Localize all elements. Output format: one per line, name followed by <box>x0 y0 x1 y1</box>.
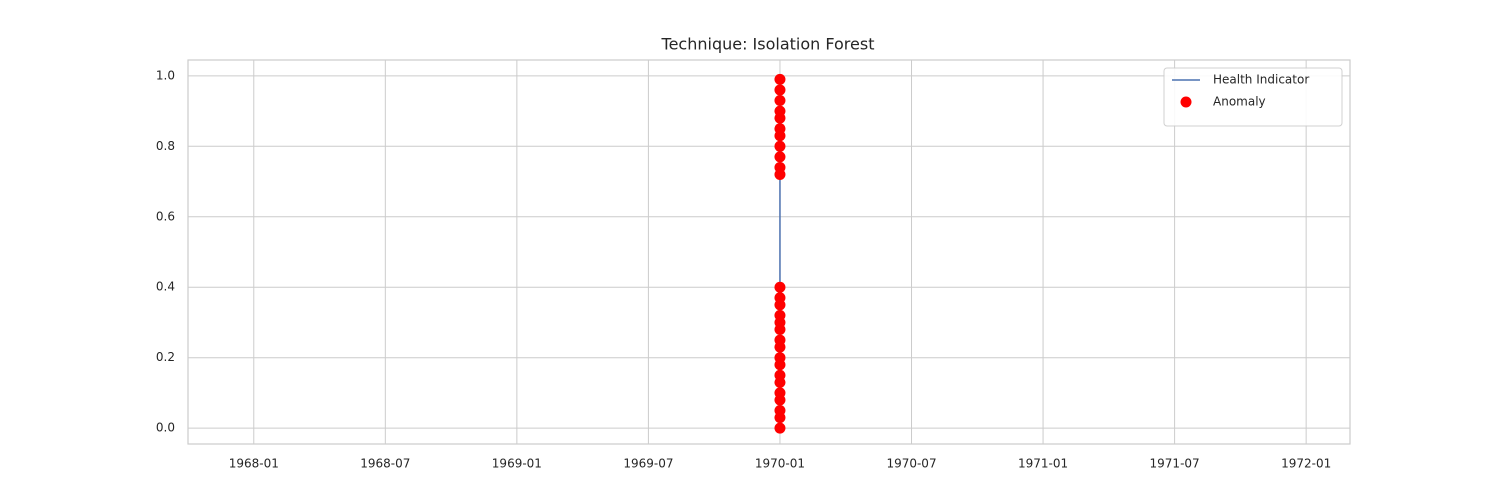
data-point <box>774 73 786 85</box>
chart-title: Technique: Isolation Forest <box>661 35 875 54</box>
legend-label: Anomaly <box>1213 95 1266 109</box>
data-point <box>774 292 786 304</box>
y-tick-label: 0.8 <box>156 139 175 153</box>
data-point <box>774 281 786 293</box>
x-tick-label: 1971-07 <box>1150 457 1200 471</box>
data-point <box>774 84 786 96</box>
x-tick-label: 1971-01 <box>1018 457 1068 471</box>
data-point <box>774 105 786 117</box>
data-point <box>774 387 786 399</box>
x-tick-label: 1969-07 <box>623 457 673 471</box>
data-point <box>774 123 786 135</box>
x-tick-label: 1972-01 <box>1281 457 1331 471</box>
y-tick-label: 0.4 <box>156 280 175 294</box>
data-point <box>774 405 786 417</box>
data-point <box>774 151 786 163</box>
legend-swatch <box>1180 96 1192 108</box>
y-tick-label: 0.2 <box>156 350 175 364</box>
data-point <box>774 334 786 346</box>
x-tick-label: 1968-07 <box>360 457 410 471</box>
y-tick-label: 0.6 <box>156 209 175 223</box>
x-tick-label: 1970-07 <box>886 457 936 471</box>
x-tick-label: 1970-01 <box>755 457 805 471</box>
data-point <box>774 161 786 173</box>
y-tick-label: 1.0 <box>156 68 175 82</box>
data-point <box>774 369 786 381</box>
data-point <box>774 95 786 107</box>
x-tick-label: 1969-01 <box>492 457 542 471</box>
legend-box <box>1163 67 1343 127</box>
y-tick-label: 0.0 <box>156 421 175 435</box>
data-point <box>774 140 786 152</box>
plot-frame <box>187 59 1351 445</box>
data-point <box>774 309 786 321</box>
data-point <box>774 352 786 364</box>
x-tick-label: 1968-01 <box>229 457 279 471</box>
legend-label: Health Indicator <box>1213 73 1309 87</box>
data-point <box>774 422 786 434</box>
